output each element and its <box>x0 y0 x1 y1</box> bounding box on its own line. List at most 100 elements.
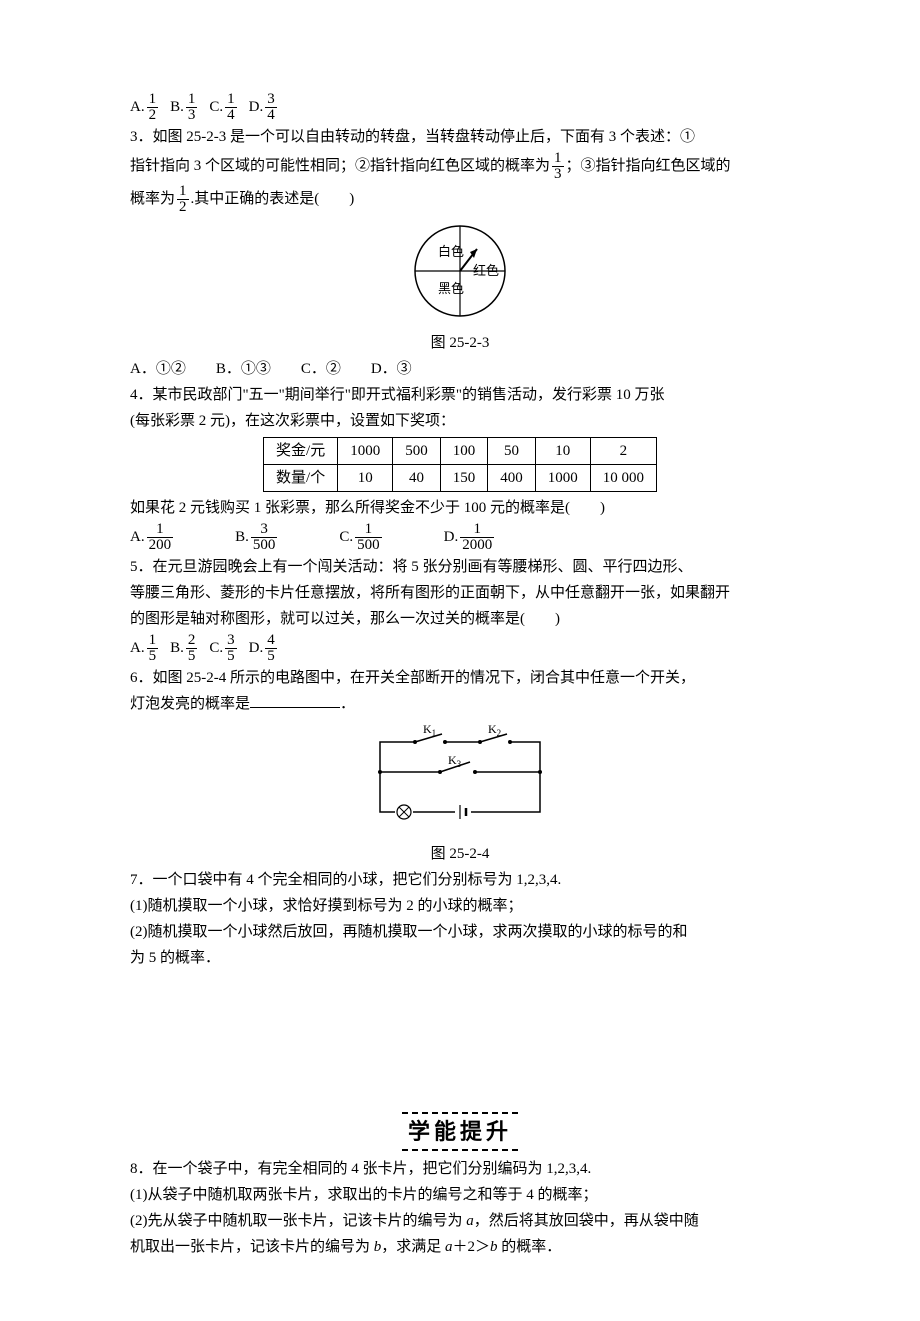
text: 的概率． <box>498 1239 562 1255</box>
option: A.12 <box>130 99 160 115</box>
fraction: 14 <box>225 92 237 123</box>
circuit-outer <box>380 742 540 812</box>
fraction: 13 <box>186 92 198 123</box>
fraction: 35 <box>225 633 237 664</box>
q5-line1: 5．在元旦游园晚会上有一个闯关活动：将 5 张分别画有等腰梯形、圆、平行四边形、 <box>100 555 820 579</box>
fill-blank[interactable] <box>250 692 340 708</box>
row-label: 数量/个 <box>264 465 338 492</box>
q6-line1: 6．如图 25-2-4 所示的电路图中，在开关全部断开的情况下，闭合其中任意一个… <box>100 666 820 690</box>
q8-line2: (1)从袋子中随机取两张卡片，求取出的卡片的编号之和等于 4 的概率； <box>100 1183 820 1207</box>
text: (2)先从袋子中随机取一张卡片，记该卡片的编号为 <box>130 1213 466 1229</box>
q3-line1: 3．如图 25-2-3 是一个可以自由转动的转盘，当转盘转动停止后，下面有 3 … <box>100 125 820 149</box>
q8-line3: (2)先从袋子中随机取一张卡片，记该卡片的编号为 a，然后将其放回袋中，再从袋中… <box>100 1209 820 1233</box>
q3-figure-caption: 图 25-2-3 <box>100 331 820 355</box>
table-row: 数量/个 10 40 150 400 1000 10 000 <box>264 465 657 492</box>
cell: 10 <box>338 465 393 492</box>
node <box>443 740 447 744</box>
option: B.13 <box>170 99 199 115</box>
gap <box>415 737 445 747</box>
option: A.15 <box>130 640 160 656</box>
option: C.14 <box>209 99 238 115</box>
cell: 1000 <box>535 465 590 492</box>
spinner-label-white: 白色 <box>438 244 464 259</box>
numerator: 1 <box>177 184 189 200</box>
q7-line1: 7．一个口袋中有 4 个完全相同的小球，把它们分别标号为 1,2,3,4. <box>100 868 820 892</box>
q4-post: 如果花 2 元钱购买 1 张彩票，那么所得奖金不少于 100 元的概率是( ) <box>100 496 820 520</box>
q3-line3: 概率为12.其中正确的表述是( ) <box>100 184 820 215</box>
text: 机取出一张卡片，记该卡片的编号为 <box>130 1239 374 1255</box>
text: 灯泡发亮的概率是 <box>130 696 250 712</box>
cell: 400 <box>488 465 536 492</box>
cell: 500 <box>393 438 441 465</box>
text: ． <box>340 696 355 712</box>
q8-line4: 机取出一张卡片，记该卡片的编号为 b，求满足 a＋2＞b 的概率． <box>100 1235 820 1259</box>
section-header-wrap: 学能提升 <box>100 972 820 1155</box>
option: C.1500 <box>339 529 383 545</box>
q5-line2: 等腰三角形、菱形的卡片任意摆放，将所有图形的正面朝下，从中任意翻开一张，如果翻开 <box>100 581 820 605</box>
fraction: 12 <box>177 184 189 215</box>
var-a: a <box>445 1239 453 1255</box>
q4-options: A.1200 B.3500 C.1500 D.12000 <box>100 522 820 553</box>
q6-figure-caption: 图 25-2-4 <box>100 842 820 866</box>
q3-line2: 指针指向 3 个区域的可能性相同；②指针指向红色区域的概率为13；③指针指向红色… <box>100 151 820 182</box>
q6-line2: 灯泡发亮的概率是 ． <box>100 692 820 716</box>
text: .其中正确的表述是( ) <box>191 191 355 207</box>
label-k1: K1 <box>423 722 436 738</box>
node <box>473 770 477 774</box>
fraction: 12000 <box>460 522 494 553</box>
fraction: 1200 <box>147 522 174 553</box>
cell: 10 <box>535 438 590 465</box>
var-a: a <box>466 1213 474 1229</box>
spinner-label-black: 黑色 <box>438 281 464 296</box>
fraction: 1500 <box>355 522 382 553</box>
fraction: 15 <box>147 633 159 664</box>
denominator: 3 <box>552 167 564 182</box>
fraction: 12 <box>147 92 159 123</box>
option: A.1200 <box>130 529 175 545</box>
q3-spinner-figure: 白色 黑色 红色 图 25-2-3 <box>100 221 820 355</box>
cell: 150 <box>440 465 488 492</box>
q3-options: A．①② B．①③ C．② D．③ <box>100 357 820 381</box>
cell: 1000 <box>338 438 393 465</box>
q6-circuit-figure: K1 K2 K3 图 25-2-4 <box>100 722 820 866</box>
cell: 50 <box>488 438 536 465</box>
option: C.35 <box>209 640 238 656</box>
spinner-label-red: 红色 <box>473 263 499 278</box>
q7-line4: 为 5 的概率． <box>100 946 820 970</box>
cell: 40 <box>393 465 441 492</box>
q7-line2: (1)随机摸取一个小球，求恰好摸到标号为 2 的小球的概率； <box>100 894 820 918</box>
q2-options: A.12B.13C.14D.34 <box>100 92 820 123</box>
var-b: b <box>490 1239 498 1255</box>
table-row: 奖金/元 1000 500 100 50 10 2 <box>264 438 657 465</box>
option: B.3500 <box>235 529 279 545</box>
gap <box>455 807 471 817</box>
option: D.45 <box>249 640 279 656</box>
label-k2: K2 <box>488 722 501 738</box>
node <box>413 740 417 744</box>
text: ，然后将其放回袋中，再从袋中随 <box>474 1213 699 1229</box>
q4-line2: (每张彩票 2 元)，在这次彩票中，设置如下奖项： <box>100 409 820 433</box>
cell: 100 <box>440 438 488 465</box>
q8-line1: 8．在一个袋子中，有完全相同的 4 张卡片，把它们分别编码为 1,2,3,4. <box>100 1157 820 1181</box>
node <box>438 770 442 774</box>
q7-line3: (2)随机摸取一个小球然后放回，再随机摸取一个小球，求两次摸取的小球的标号的和 <box>100 920 820 944</box>
fraction: 13 <box>552 151 564 182</box>
text: ＋2＞ <box>453 1239 491 1255</box>
text: 概率为 <box>130 191 175 207</box>
option: D.12000 <box>444 529 497 545</box>
spinner-svg: 白色 黑色 红色 <box>405 221 515 321</box>
node <box>508 740 512 744</box>
text: ；③指针指向红色区域的 <box>566 158 731 174</box>
section-header: 学能提升 <box>402 1112 518 1151</box>
q5-line3: 的图形是轴对称图形，就可以过关，那么一次过关的概率是( ) <box>100 607 820 631</box>
node <box>378 770 382 774</box>
node <box>478 740 482 744</box>
q4-line1: 4．某市民政部门"五一"期间举行"即开式福利彩票"的销售活动，发行彩票 10 万… <box>100 383 820 407</box>
fraction: 45 <box>265 633 277 664</box>
denominator: 2 <box>177 200 189 215</box>
node <box>538 770 542 774</box>
fraction: 34 <box>265 92 277 123</box>
row-label: 奖金/元 <box>264 438 338 465</box>
text: 3．如图 25-2-3 是一个可以自由转动的转盘，当转盘转动停止后，下面有 3 … <box>130 129 695 145</box>
fraction: 25 <box>186 633 198 664</box>
